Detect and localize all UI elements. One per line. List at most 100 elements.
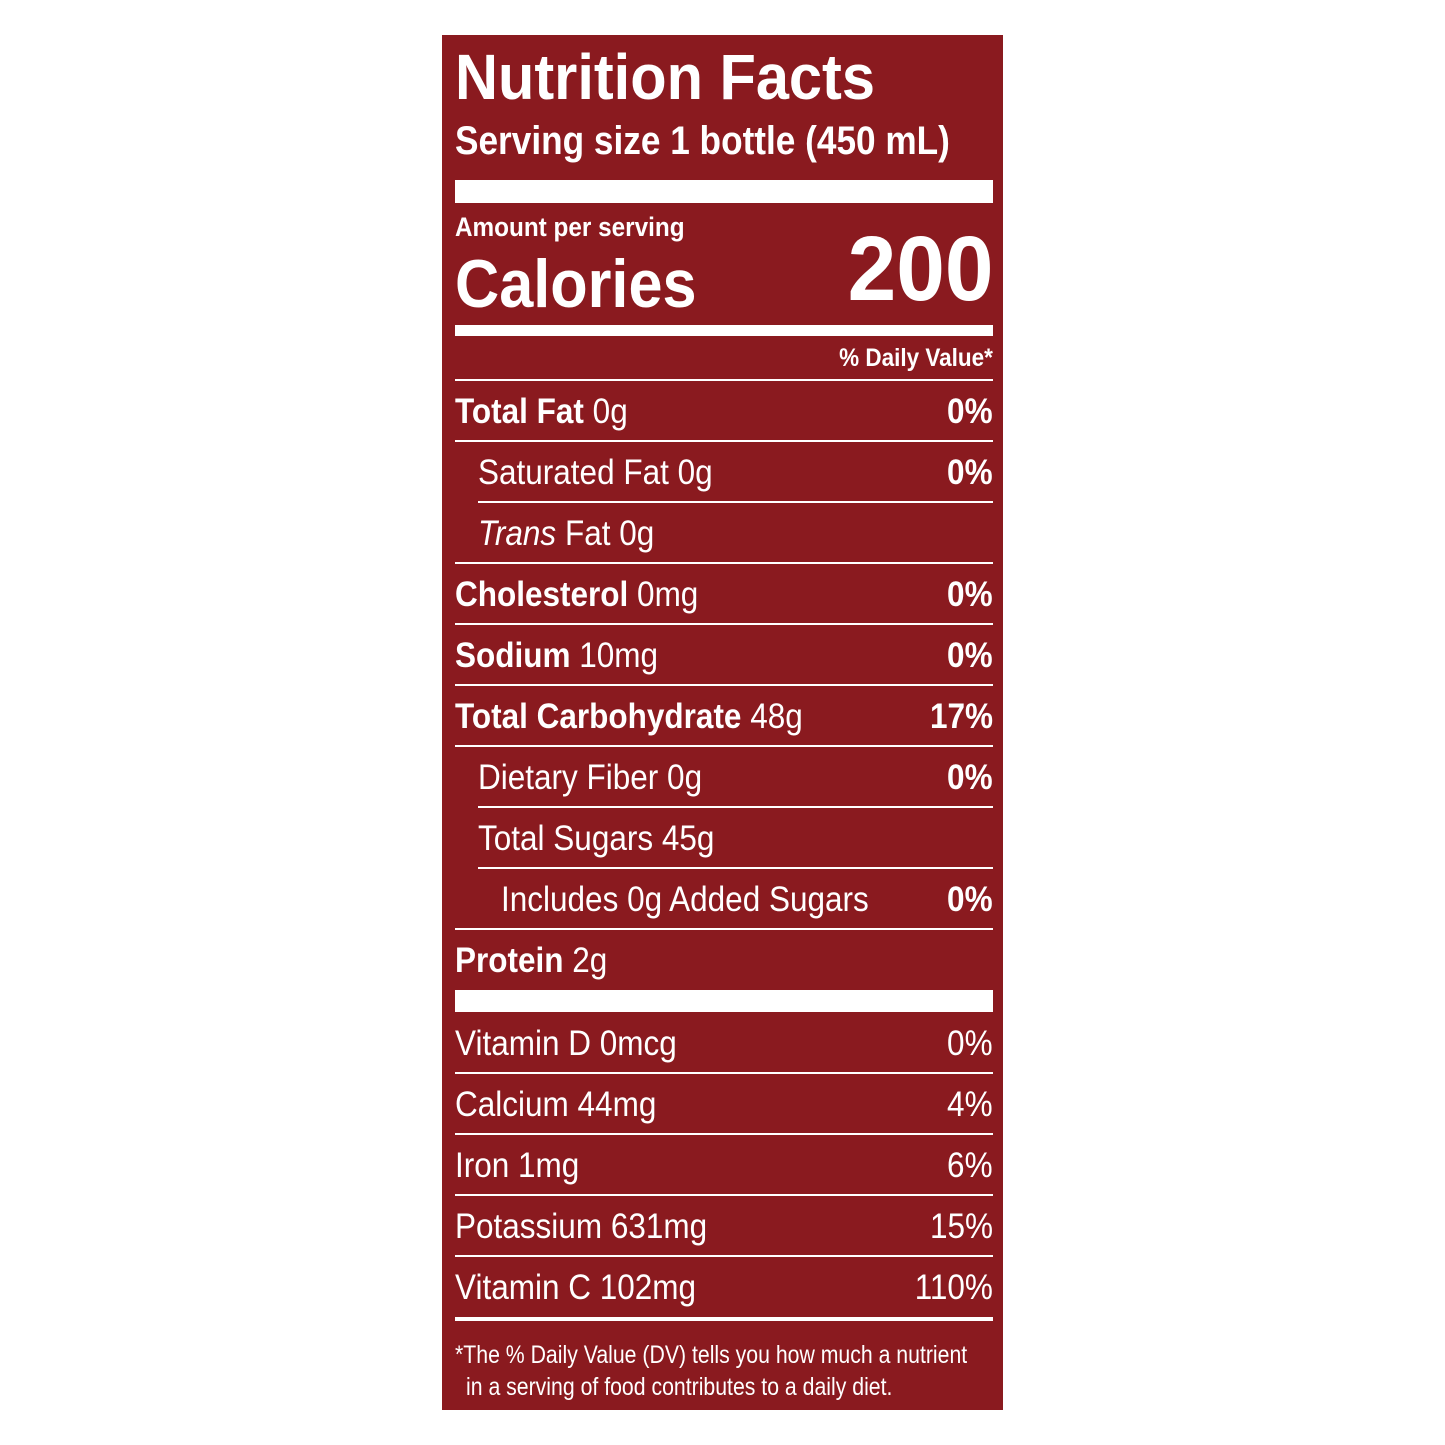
daily-value: 0% <box>947 453 993 492</box>
daily-value: 4% <box>947 1085 993 1124</box>
daily-value: 6% <box>947 1146 993 1185</box>
nutrient-name: Potassium <box>455 1207 603 1246</box>
rule <box>478 806 993 808</box>
calories-value: 200 <box>847 218 993 320</box>
daily-value: 15% <box>929 1207 993 1246</box>
nutrient-row: Iron 1mg 6% <box>455 1134 993 1195</box>
nutrient-row: Protein 2g <box>455 929 993 990</box>
rule <box>455 379 993 381</box>
nutrient-text: Saturated Fat 0g <box>478 455 713 490</box>
nutrient-text: Includes 0g Added Sugars <box>501 882 869 917</box>
nutrient-text: Total Fat 0g <box>455 394 628 429</box>
nutrient-row: Total Fat 0g 0% <box>455 380 993 441</box>
nutrient-name: Dietary Fiber <box>478 758 659 797</box>
nutrient-name: Calcium <box>455 1085 569 1124</box>
nutrient-amount: 2g <box>572 941 608 980</box>
rule <box>455 928 993 930</box>
rule <box>455 1072 993 1074</box>
nutrient-row: Cholesterol 0mg 0% <box>455 563 993 624</box>
nutrient-row: Vitamin D 0mcg 0% <box>455 1012 993 1073</box>
footnote: *The % Daily Value (DV) tells you how mu… <box>455 1341 968 1369</box>
nutrient-row: Potassium 631mg 15% <box>455 1195 993 1256</box>
nutrient-name: Fat <box>564 514 611 553</box>
nutrient-row: Calcium 44mg 4% <box>455 1073 993 1134</box>
nutrient-name: Total Sugars <box>478 819 654 858</box>
daily-value: 0% <box>947 1024 993 1063</box>
rule <box>455 562 993 564</box>
daily-value: 17% <box>929 697 993 736</box>
calories-label: Calories <box>455 246 697 322</box>
nutrient-text: Vitamin D 0mcg <box>455 1026 677 1061</box>
nutrient-name: Saturated Fat <box>478 453 669 492</box>
rule <box>455 440 993 442</box>
nutrient-amount: 0mg <box>637 575 699 614</box>
nutrient-amount: 0g <box>619 514 655 553</box>
nutrition-label: Nutrition Facts Serving size 1 bottle (4… <box>442 35 1003 1410</box>
nutrient-amount: 48g <box>750 697 803 736</box>
nutrient-amount: 45g <box>661 819 715 858</box>
nutrient-row: Total Carbohydrate 48g 17% <box>455 685 993 746</box>
nutrient-text: Cholesterol 0mg <box>455 577 698 612</box>
daily-value: 0% <box>947 880 993 919</box>
thick-rule <box>455 990 993 1012</box>
nutrient-text: Potassium 631mg <box>455 1209 707 1244</box>
nutrient-name-italic: Trans <box>478 514 557 553</box>
rule <box>455 1255 993 1257</box>
nutrient-row: Dietary Fiber 0g 0% <box>455 746 993 807</box>
daily-value: 110% <box>914 1268 993 1307</box>
nutrient-amount: 0g <box>667 758 703 797</box>
medium-rule <box>455 1317 993 1321</box>
rule <box>455 684 993 686</box>
nutrient-row: Trans Fat 0g <box>455 502 993 563</box>
nutrient-name: Vitamin D <box>455 1024 591 1063</box>
nutrient-amount: 1mg <box>518 1146 580 1185</box>
rule <box>478 867 993 869</box>
amount-per-serving: Amount per serving <box>455 212 685 242</box>
nutrient-text: Calcium 44mg <box>455 1087 656 1122</box>
nutrient-row: Total Sugars 45g <box>455 807 993 868</box>
nutrient-text: Protein 2g <box>455 943 607 978</box>
nutrient-name: Iron <box>455 1146 510 1185</box>
nutrient-text: Vitamin C 102mg <box>455 1270 696 1305</box>
rule <box>455 1194 993 1196</box>
nutrient-row: Includes 0g Added Sugars 0% <box>455 868 993 929</box>
title: Nutrition Facts <box>455 41 875 113</box>
nutrient-text: Sodium 10mg <box>455 638 658 673</box>
nutrient-amount: 0mcg <box>599 1024 677 1063</box>
rule <box>455 1133 993 1135</box>
thick-rule <box>455 180 993 203</box>
medium-rule <box>455 325 993 336</box>
footnote: in a serving of food contributes to a da… <box>466 1373 893 1401</box>
nutrient-name: Total Carbohydrate <box>455 697 742 736</box>
nutrient-name: Cholesterol <box>455 575 629 614</box>
rule <box>455 623 993 625</box>
nutrient-name: Includes 0g Added Sugars <box>501 880 869 919</box>
nutrient-amount: 631mg <box>610 1207 708 1246</box>
daily-value: 0% <box>947 575 993 614</box>
nutrient-name: Total Fat <box>455 392 584 431</box>
nutrient-name: Sodium <box>455 636 571 675</box>
nutrient-text: Total Carbohydrate 48g <box>455 699 803 734</box>
daily-value: 0% <box>947 392 993 431</box>
nutrient-amount: 10mg <box>579 636 659 675</box>
rule <box>455 745 993 747</box>
nutrient-amount: 102mg <box>599 1268 697 1307</box>
daily-value: 0% <box>947 758 993 797</box>
nutrient-name: Protein <box>455 941 564 980</box>
daily-value: 0% <box>947 636 993 675</box>
nutrient-text: Iron 1mg <box>455 1148 579 1183</box>
nutrient-text: Total Sugars 45g <box>478 821 714 856</box>
nutrient-text: Trans Fat 0g <box>478 516 654 551</box>
rule <box>478 501 993 503</box>
daily-value-header: % Daily Value* <box>839 344 993 372</box>
nutrient-row: Vitamin C 102mg 110% <box>455 1256 993 1317</box>
nutrient-amount: 44mg <box>577 1085 657 1124</box>
nutrient-row: Sodium 10mg 0% <box>455 624 993 685</box>
nutrient-amount: 0g <box>677 453 713 492</box>
serving-size: Serving size 1 bottle (450 mL) <box>455 119 950 163</box>
nutrient-row: Saturated Fat 0g 0% <box>455 441 993 502</box>
nutrient-name: Vitamin C <box>455 1268 591 1307</box>
nutrient-text: Dietary Fiber 0g <box>478 760 702 795</box>
nutrient-amount: 0g <box>592 392 628 431</box>
